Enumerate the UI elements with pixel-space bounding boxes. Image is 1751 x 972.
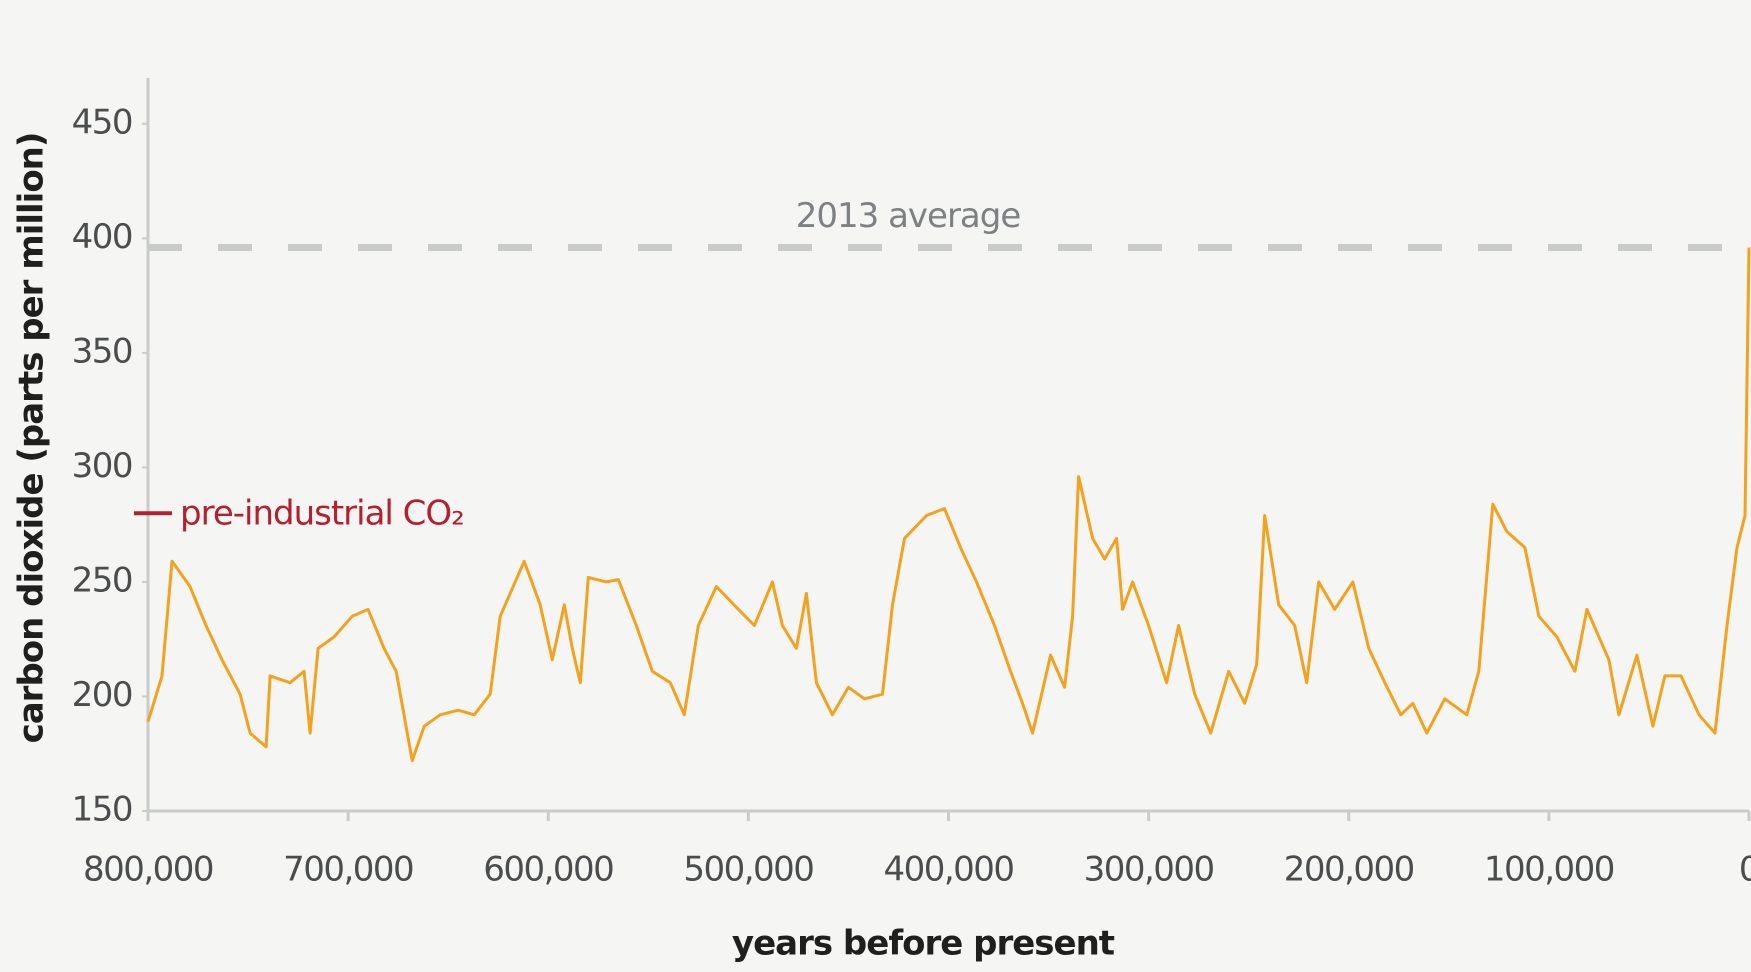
co2-line xyxy=(146,247,1751,763)
x-tick-label: 400,000 xyxy=(883,850,1013,890)
x-tick-label: 200,000 xyxy=(1284,850,1414,890)
x-axis-title: years before present xyxy=(732,924,1115,964)
y-tick-label: 250 xyxy=(72,560,132,600)
x-tick-label: 600,000 xyxy=(483,850,613,890)
x-tick-label: 300,000 xyxy=(1084,850,1214,890)
x-tick-label: 500,000 xyxy=(683,850,813,890)
y-tick-label: 350 xyxy=(72,331,132,371)
reference-label: 2013 average xyxy=(796,196,1021,236)
x-tick-label: 100,000 xyxy=(1484,850,1614,890)
reference-label: pre-industrial CO₂ xyxy=(180,494,464,534)
y-axis-title: carbon dioxide (parts per million) xyxy=(12,133,52,744)
y-tick-label: 450 xyxy=(72,102,132,142)
y-tick-label: 200 xyxy=(72,675,132,715)
x-tick-label: 800,000 xyxy=(83,850,213,890)
y-tick-label: 400 xyxy=(72,217,132,257)
x-tick-label: 0 xyxy=(1739,850,1751,890)
x-tick-label: 700,000 xyxy=(283,850,413,890)
y-tick-label: 300 xyxy=(72,446,132,486)
y-tick-label: 150 xyxy=(72,790,132,830)
